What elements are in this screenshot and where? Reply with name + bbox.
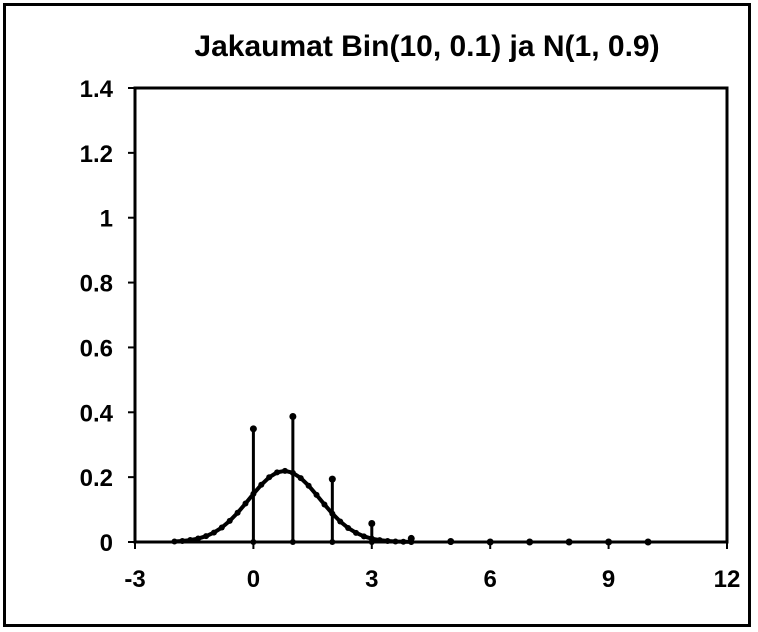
x-tick-label: 0	[247, 566, 260, 593]
y-tick-label: 1.2	[80, 141, 113, 168]
stem-base-point	[250, 539, 257, 545]
x-tick-label: 3	[365, 566, 378, 593]
curve-point	[266, 474, 273, 481]
chart-title: Jakaumat Bin(10, 0.1) ja N(1, 0.9)	[194, 30, 659, 63]
stem-base-point	[566, 539, 573, 545]
binomial-stems	[249, 413, 652, 546]
x-tick-label: 6	[484, 566, 497, 593]
normal-curve	[171, 467, 415, 545]
curve-point	[376, 537, 383, 544]
stem-base-point	[329, 539, 336, 545]
curve-point	[360, 533, 367, 540]
curve-point	[242, 500, 249, 507]
curve-point	[400, 538, 407, 545]
y-axis: 0 0.2 0.4 0.6 0.8 1 1.2 1.4	[80, 76, 135, 557]
curve-point	[329, 510, 336, 517]
curve-point	[353, 529, 360, 536]
x-tick-label: -3	[124, 566, 145, 593]
curve-point	[297, 475, 304, 482]
curve-point	[258, 481, 265, 488]
curve-point	[218, 524, 225, 531]
curve-point	[281, 467, 288, 474]
curve-point	[210, 529, 217, 536]
stem-base-point	[487, 539, 494, 545]
curve-point	[305, 482, 312, 489]
curve-point	[345, 524, 352, 531]
y-tick-label: 1	[100, 206, 113, 233]
curve-point	[321, 501, 328, 508]
curve-point	[187, 537, 194, 544]
y-tick-label: 0.2	[80, 465, 113, 492]
stem-point	[368, 520, 376, 528]
stem-base-point	[526, 539, 533, 545]
curve-point	[392, 538, 399, 545]
curve-point	[368, 535, 375, 542]
stem-point	[328, 475, 336, 483]
curve-point	[250, 490, 257, 497]
curve-point	[337, 518, 344, 525]
stem-base-point	[447, 539, 454, 545]
plot-area	[133, 86, 729, 544]
stem-base-point	[289, 539, 296, 545]
stem-point	[289, 413, 297, 421]
curve-point	[274, 469, 281, 476]
y-tick-label: 0.8	[80, 271, 113, 298]
x-axis: -3 0 3 6 9 12	[124, 541, 741, 593]
curve-point	[179, 537, 186, 544]
curve-point	[195, 535, 202, 542]
x-tick-label: 12	[714, 566, 741, 593]
y-tick-label: 0.4	[80, 400, 114, 427]
y-tick-label: 0	[100, 530, 113, 557]
curve-point	[408, 538, 415, 545]
curve-point	[313, 491, 320, 498]
stem-base-point	[605, 539, 612, 545]
stem-base-point	[645, 539, 652, 545]
curve-point	[289, 469, 296, 476]
chart-frame	[3, 3, 751, 627]
y-tick-label: 0.6	[80, 335, 113, 362]
curve-point	[171, 538, 178, 545]
stem-point	[249, 425, 257, 433]
curve-point	[384, 537, 391, 544]
curve-point	[226, 517, 233, 524]
x-tick-label: 9	[602, 566, 615, 593]
curve-point	[203, 533, 210, 540]
curve-point	[234, 509, 241, 516]
y-tick-label: 1.4	[80, 76, 114, 103]
